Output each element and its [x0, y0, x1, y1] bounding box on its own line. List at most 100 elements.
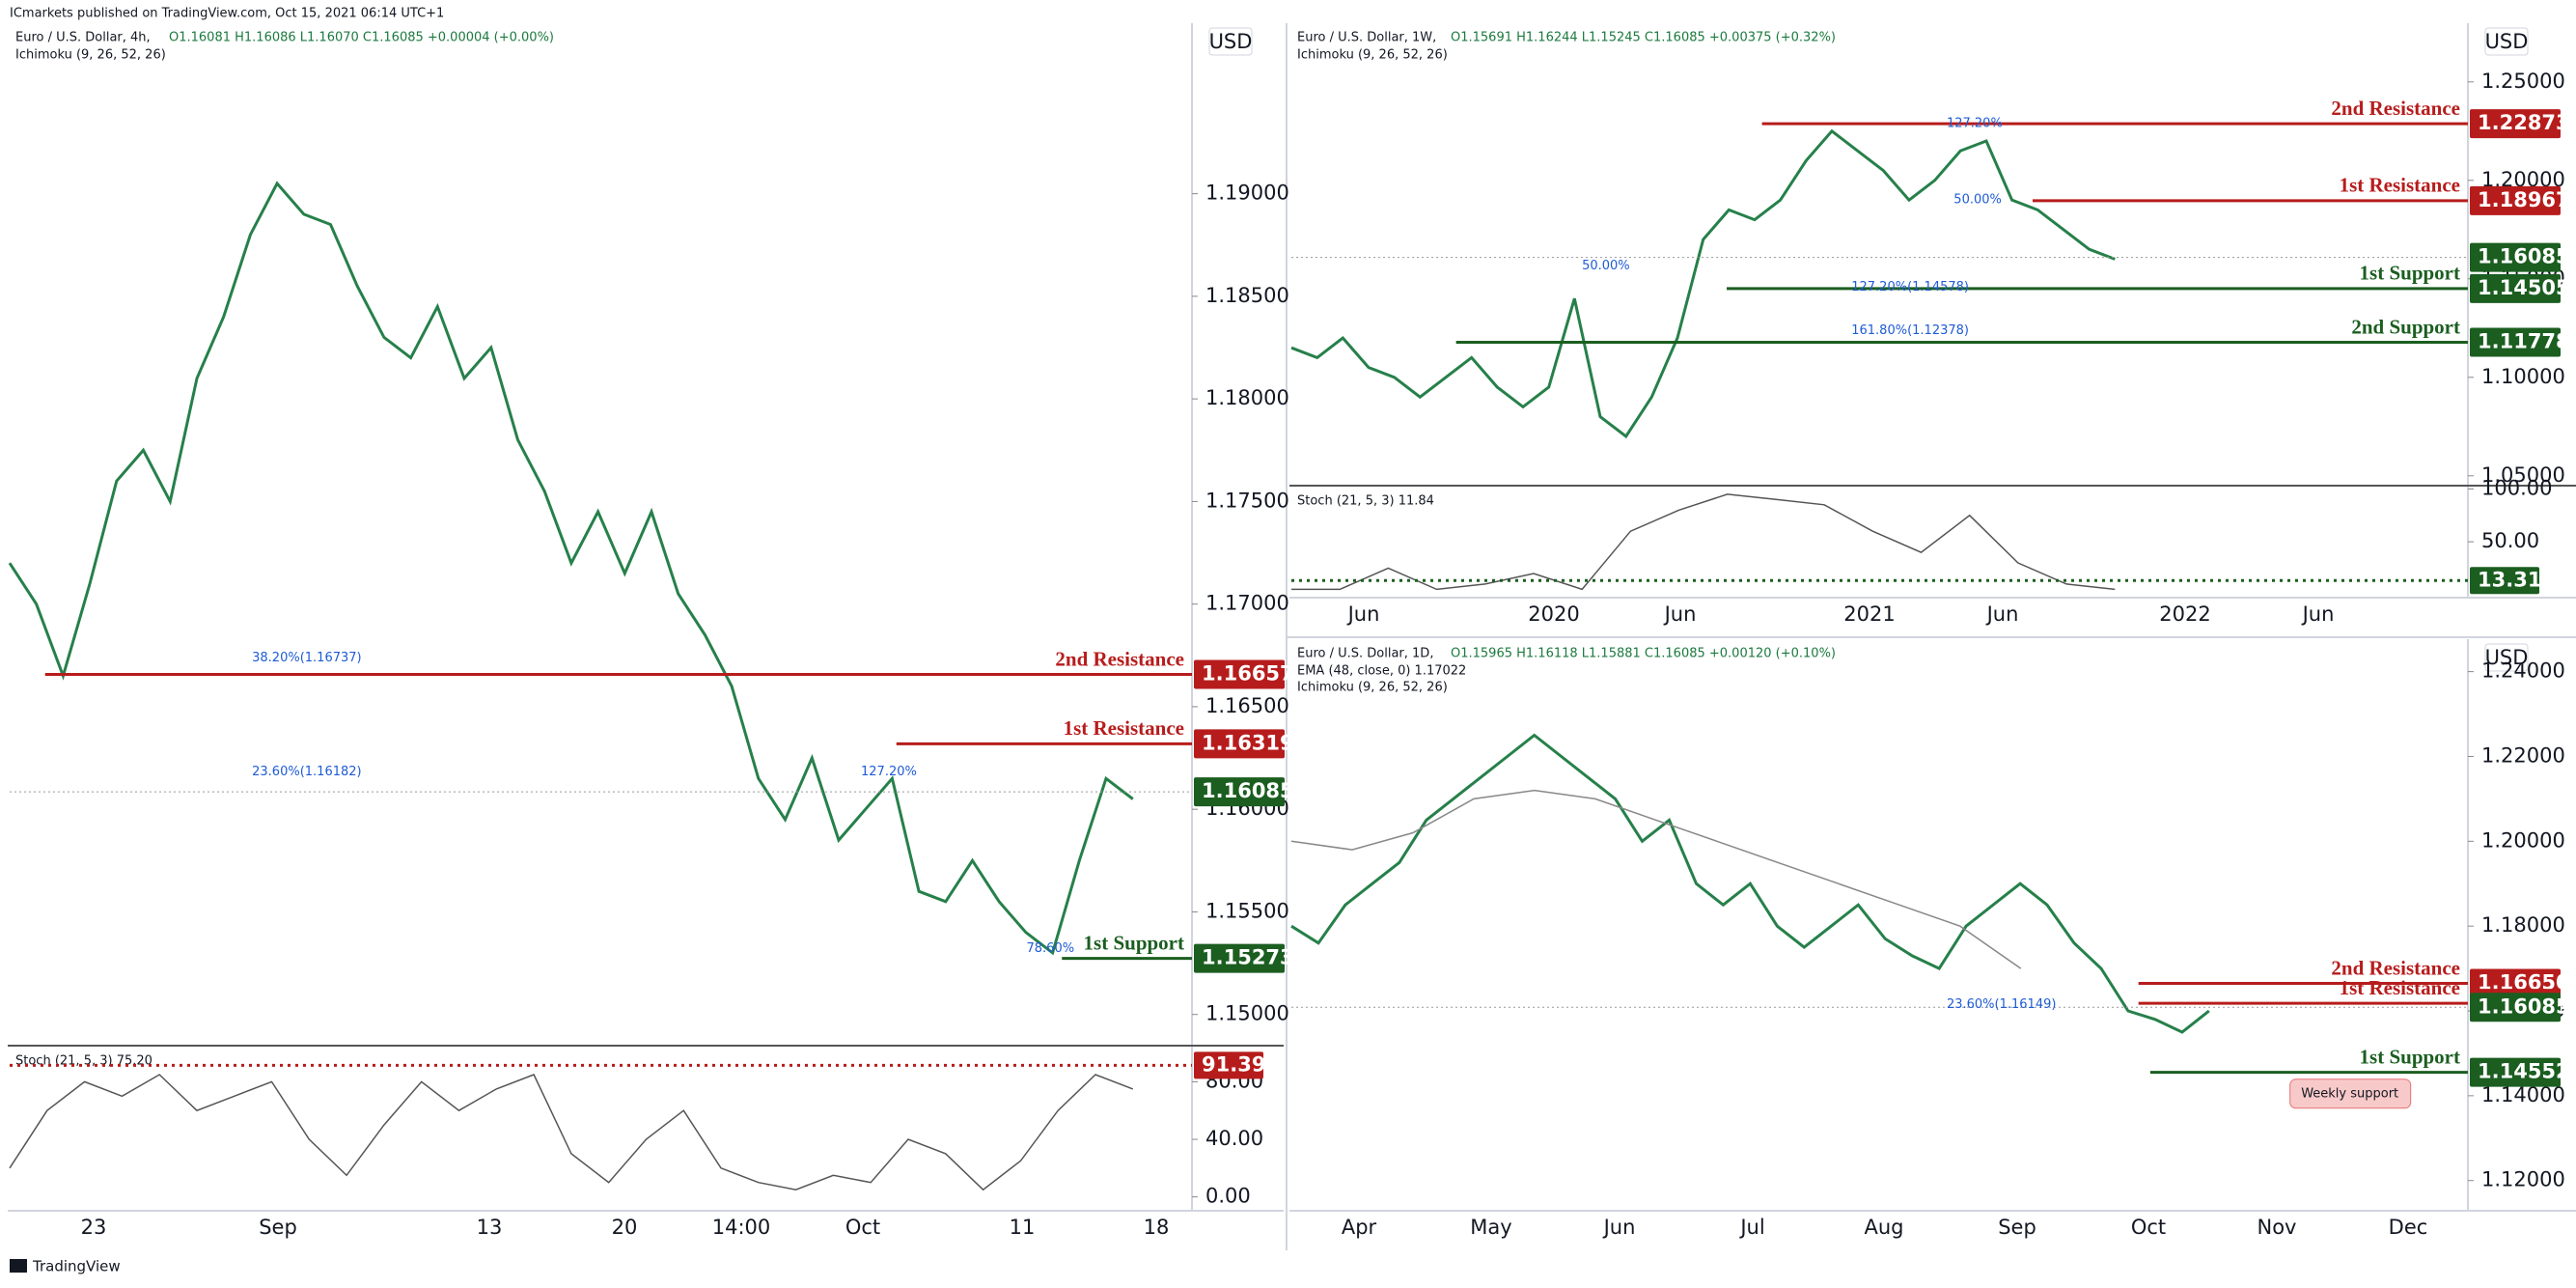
y-tick-label: 1.17500	[1205, 489, 1289, 512]
price-tag-label: 1.16085	[2478, 245, 2570, 268]
stoch-line	[9, 1074, 1134, 1191]
price-tag	[2470, 993, 2561, 1022]
y-tick-label: 1.24000	[2481, 659, 2565, 683]
x-tick-label: 2021	[1843, 602, 1895, 626]
price-tag-label: 1.14552	[2478, 1060, 2570, 1083]
price-tag	[2470, 273, 2561, 303]
level-name: 1st Support	[2360, 262, 2460, 285]
x-tick-label: Jun	[1663, 602, 1697, 626]
price-tag-label: 1.16085	[2478, 994, 2570, 1018]
price-tag	[2470, 109, 2561, 139]
level-name: 1st Support	[1084, 931, 1184, 954]
level-name: 1st Resistance	[2340, 174, 2460, 197]
price-tag	[1194, 777, 1285, 807]
price-tag	[1194, 659, 1285, 689]
chart-title: Euro / U.S. Dollar, 1D,	[1297, 647, 1433, 661]
y-tick-label: 1.20000	[2481, 828, 2565, 852]
y-tick-label: 1.18000	[1205, 386, 1289, 409]
y-tick-label: 1.17000	[1205, 592, 1289, 615]
footer: TradingView	[32, 1258, 121, 1275]
x-tick-label: 23	[81, 1216, 107, 1239]
x-tick-label: 20	[612, 1216, 638, 1239]
x-tick-label: Sep	[1998, 1216, 2036, 1239]
price-tag	[2470, 1057, 2561, 1087]
price-tag	[2470, 185, 2561, 215]
level-name: 2nd Support	[2351, 315, 2460, 338]
y-tick-label: 1.16500	[1205, 694, 1289, 717]
y-tick-label: 1.15000	[1205, 1002, 1289, 1025]
price-line	[1290, 128, 2116, 439]
x-tick-label: 2020	[1528, 602, 1579, 626]
x-tick-label: 14:00	[712, 1216, 771, 1239]
y-tick-label: 1.12000	[2481, 1168, 2565, 1191]
indicator-label: EMA (48, close, 0) 1.17022	[1297, 664, 1466, 679]
price-line	[1290, 733, 2210, 1034]
x-tick-label: Jul	[1738, 1216, 1764, 1239]
x-tick-label: Sep	[259, 1216, 297, 1239]
level-name: 1st Support	[2360, 1045, 2460, 1068]
chart-title: Euro / U.S. Dollar, 4h,	[15, 31, 151, 45]
x-tick-label: 18	[1144, 1216, 1170, 1239]
currency-box	[2484, 643, 2529, 672]
y-tick-label: 1.14000	[2481, 1083, 2565, 1106]
x-tick-label: Jun	[1602, 1216, 1636, 1239]
fib-label: 23.60%(1.16149)	[1947, 997, 2056, 1012]
y-tick-label: 1.18500	[1205, 284, 1289, 307]
x-tick-label: Oct	[2131, 1216, 2166, 1239]
currency-box	[2484, 27, 2529, 56]
price-tag	[1194, 729, 1285, 759]
y-tick-label: 1.15500	[1205, 899, 1289, 922]
ohlc: O1.15965 H1.16118 L1.15881 C1.16085 +0.0…	[1451, 647, 1836, 661]
indicator-label: Ichimoku (9, 26, 52, 26)	[1297, 48, 1448, 63]
price-line	[1290, 789, 2022, 969]
price-tag	[1194, 1051, 1263, 1079]
x-tick-label: 11	[1010, 1216, 1036, 1239]
callout	[2289, 1078, 2412, 1109]
callout-text: Weekly support	[2301, 1086, 2398, 1101]
price-tag	[1194, 943, 1285, 973]
x-tick-label: Nov	[2257, 1216, 2297, 1239]
currency: USD	[2485, 646, 2529, 669]
price-tag-label: 1.22873	[2478, 111, 2570, 134]
indicator-label: Ichimoku (9, 26, 52, 26)	[1297, 681, 1448, 695]
x-tick-label: Jun	[1346, 602, 1380, 626]
level-name: 1st Resistance	[2340, 976, 2460, 999]
price-tag-label: 1.15273	[1202, 946, 1294, 969]
x-tick-label: May	[1470, 1216, 1511, 1239]
logo	[10, 1259, 27, 1273]
price-tag-label: 1.16085	[1202, 779, 1294, 802]
price-tag-label: 13.31	[2478, 568, 2541, 591]
x-tick-label: Jun	[2301, 602, 2335, 626]
price-tag-label: 1.18967	[2478, 188, 2570, 211]
source: ICmarkets published on TradingView.com, …	[10, 7, 444, 21]
price-line	[8, 181, 1134, 956]
price-tag-label: 1.14505	[2478, 276, 2570, 299]
price-tag-label: 1.16319	[1202, 731, 1294, 754]
y-tick-label: 1.25000	[2481, 70, 2565, 93]
currency: USD	[2485, 30, 2529, 53]
y-tick-label: 40.00	[1205, 1127, 1263, 1150]
level-name: 2nd Resistance	[2331, 97, 2460, 120]
level-name: 1st Resistance	[1064, 716, 1184, 740]
fib-label: 50.00%	[1953, 193, 2002, 208]
fib-label: 161.80%(1.12378)	[1851, 323, 1969, 338]
y-tick-label: 0.00	[1205, 1185, 1251, 1208]
y-tick-label: 1.22000	[2481, 743, 2565, 767]
x-tick-label: 2022	[2159, 602, 2210, 626]
level-name: 2nd Resistance	[1055, 647, 1184, 670]
x-tick-label: Oct	[845, 1216, 880, 1239]
x-tick-label: Dec	[2389, 1216, 2428, 1239]
x-tick-label: Aug	[1864, 1216, 1903, 1239]
x-tick-label: 13	[477, 1216, 503, 1239]
chart-title: Euro / U.S. Dollar, 1W,	[1297, 31, 1436, 45]
stoch-line	[1291, 493, 2116, 591]
y-tick-label: 100.00	[2481, 476, 2552, 499]
ohlc: O1.15691 H1.16244 L1.15245 C1.16085 +0.0…	[1451, 31, 1836, 45]
fib-label: 127.20%(1.14578)	[1851, 280, 1969, 294]
x-tick-label: Apr	[1342, 1216, 1377, 1239]
y-tick-label: 1.05000	[2481, 463, 2565, 487]
stoch-label: Stoch (21, 5, 3) 11.84	[1297, 494, 1434, 509]
fib-label: 23.60%(1.16182)	[252, 765, 361, 779]
